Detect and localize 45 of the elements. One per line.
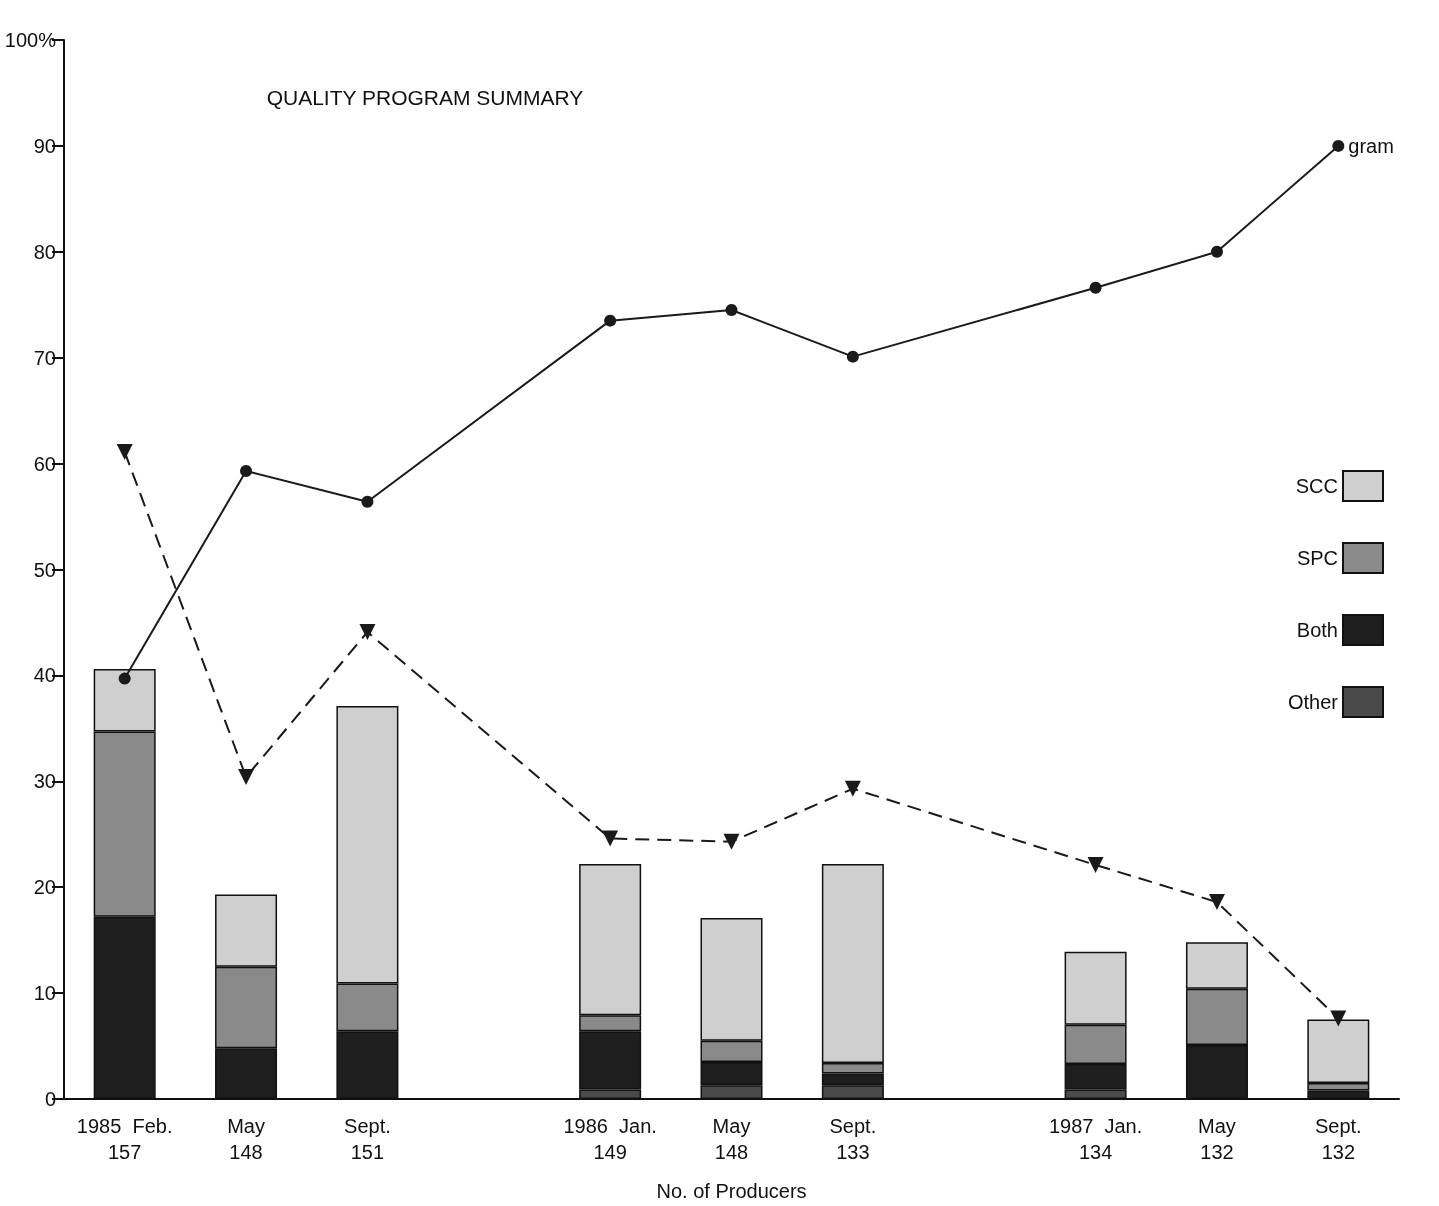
- y-tick-label: 70: [33, 346, 56, 369]
- point: [1210, 245, 1223, 258]
- y-tick-label: 10: [33, 982, 56, 1005]
- legend-label: SPC: [1296, 547, 1338, 569]
- y-tick-label: 80: [33, 240, 56, 263]
- x-tick-label: 1985 Feb. 157: [76, 1115, 173, 1163]
- x-tick-label: Sept. 133: [829, 1115, 877, 1163]
- y-tick-label: 20: [33, 876, 56, 899]
- point: [604, 314, 617, 327]
- text: QUALITY PROGRAM SUMMARY: [266, 86, 584, 109]
- point: [240, 465, 253, 478]
- point: [359, 623, 376, 640]
- y-tick-label: 90: [33, 134, 56, 157]
- y-tick-label: 60: [33, 452, 56, 475]
- x-axis-title: No. of Producers: [656, 1180, 807, 1202]
- point: [1330, 1010, 1347, 1027]
- y-tick-label: 100%: [4, 29, 57, 51]
- legend-label: Both: [1296, 619, 1338, 641]
- x-tick-label: Sept. 132: [1314, 1115, 1362, 1163]
- point: [116, 443, 133, 460]
- x-tick-label: May 148: [712, 1115, 751, 1163]
- x-tick-label: May 132: [1198, 1115, 1236, 1163]
- y-tick-label: 30: [33, 770, 56, 793]
- y-tick-label: 40: [33, 664, 56, 687]
- point: [602, 830, 619, 847]
- point: [118, 672, 131, 685]
- x-tick-label: 1987 Jan. 134: [1048, 1115, 1143, 1163]
- y-tick-label: 0: [44, 1088, 56, 1110]
- point: [725, 304, 738, 317]
- legend-label: SCC: [1295, 475, 1338, 497]
- point: [1087, 856, 1104, 873]
- point: [1332, 139, 1345, 152]
- y-tick-label: 50: [33, 558, 56, 581]
- series-label: gram: [1348, 134, 1394, 157]
- point: [723, 833, 740, 850]
- point: [1089, 281, 1102, 294]
- x-tick-label: 1986 Jan. 149: [563, 1115, 657, 1163]
- point: [238, 769, 255, 786]
- point: [844, 780, 861, 797]
- x-tick-label: Sept. 151: [344, 1115, 391, 1163]
- x-tick-label: May 148: [227, 1115, 265, 1163]
- legend-label: Other: [1287, 691, 1339, 713]
- point: [846, 350, 859, 363]
- point: [1208, 894, 1225, 911]
- point: [361, 495, 374, 508]
